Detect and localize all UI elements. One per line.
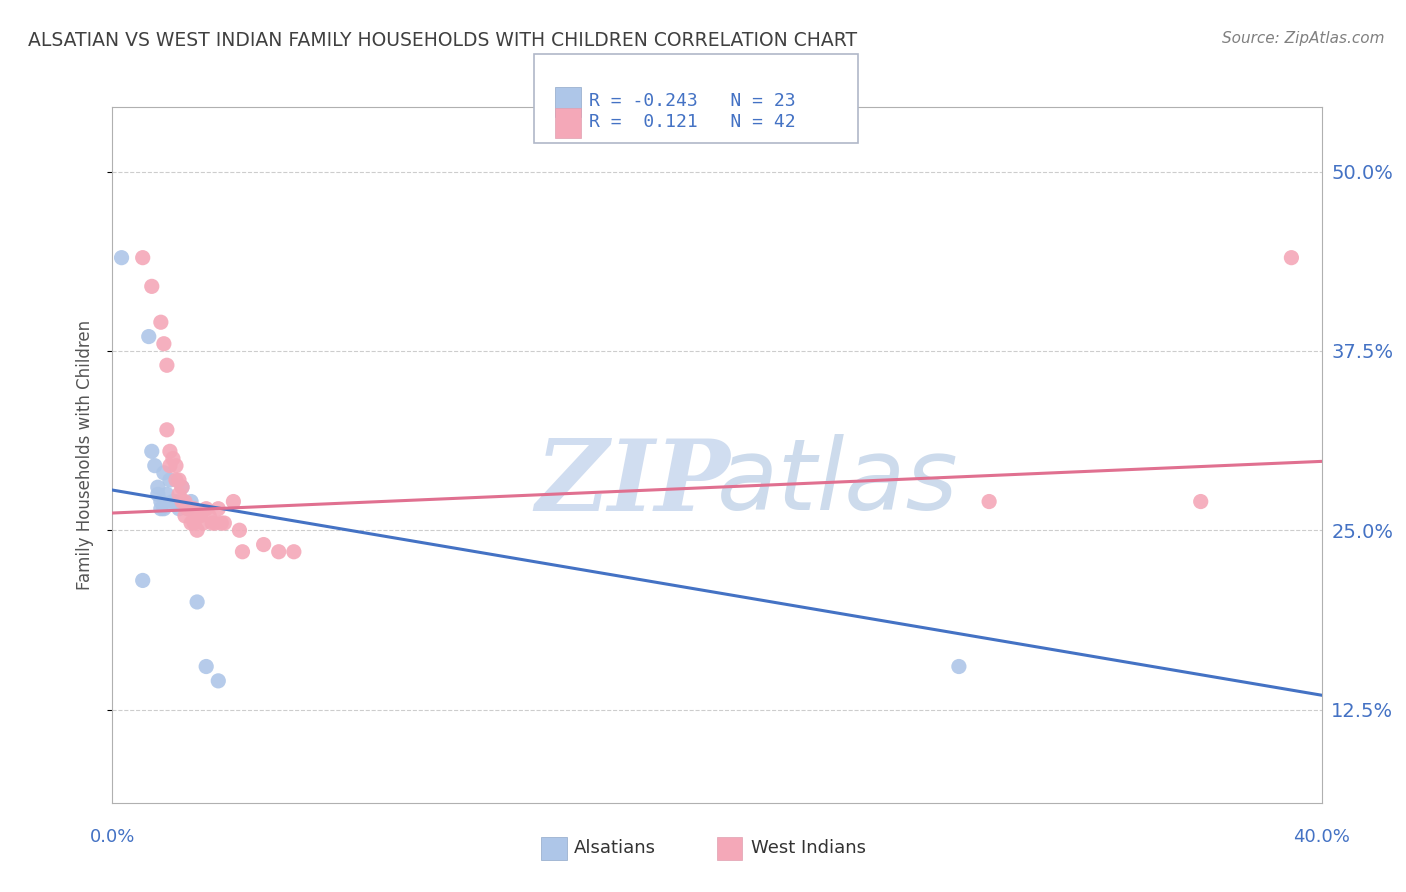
Point	[165, 458, 187, 473]
Point	[186, 508, 208, 523]
Point	[143, 458, 166, 473]
Point	[170, 494, 193, 508]
Point	[198, 508, 221, 523]
Point	[195, 501, 218, 516]
Point	[188, 508, 211, 523]
Point	[177, 501, 200, 516]
Point	[165, 494, 187, 508]
Point	[180, 516, 202, 530]
Point	[153, 466, 176, 480]
Point	[153, 501, 176, 516]
Point	[222, 494, 245, 508]
Text: ZIP: ZIP	[534, 434, 730, 531]
Point	[267, 545, 290, 559]
Text: Alsatians: Alsatians	[574, 839, 655, 857]
Point	[170, 480, 193, 494]
Text: ALSATIAN VS WEST INDIAN FAMILY HOUSEHOLDS WITH CHILDREN CORRELATION CHART: ALSATIAN VS WEST INDIAN FAMILY HOUSEHOLD…	[28, 31, 858, 50]
Text: 0.0%: 0.0%	[90, 828, 135, 846]
Point	[207, 673, 229, 688]
Point	[948, 659, 970, 673]
Point	[183, 516, 205, 530]
Point	[186, 595, 208, 609]
Point	[159, 458, 181, 473]
Point	[162, 494, 184, 508]
Point	[110, 251, 132, 265]
Text: Source: ZipAtlas.com: Source: ZipAtlas.com	[1222, 31, 1385, 46]
Text: 40.0%: 40.0%	[1294, 828, 1350, 846]
Point	[283, 545, 305, 559]
Point	[162, 451, 184, 466]
Point	[146, 487, 169, 501]
Point	[204, 516, 226, 530]
Point	[159, 444, 181, 458]
Point	[195, 659, 218, 673]
Point	[214, 516, 236, 530]
Point	[183, 501, 205, 516]
Point	[228, 523, 250, 537]
Point	[977, 494, 1000, 508]
Point	[191, 516, 214, 530]
Point	[174, 508, 197, 523]
Point	[141, 444, 163, 458]
Point	[1279, 251, 1302, 265]
Text: atlas: atlas	[717, 434, 959, 532]
Point	[253, 538, 276, 552]
Text: R =  0.121   N = 42: R = 0.121 N = 42	[589, 113, 796, 131]
Point	[207, 501, 229, 516]
Point	[1189, 494, 1212, 508]
Point	[146, 480, 169, 494]
Point	[165, 473, 187, 487]
Point	[167, 501, 190, 516]
Point	[186, 523, 208, 537]
Point	[177, 501, 200, 516]
Point	[167, 487, 190, 501]
Text: West Indians: West Indians	[751, 839, 866, 857]
Point	[174, 494, 197, 508]
Point	[156, 487, 179, 501]
Point	[138, 329, 160, 343]
Point	[180, 494, 202, 508]
Point	[180, 501, 202, 516]
Point	[149, 315, 172, 329]
Point	[141, 279, 163, 293]
Point	[149, 501, 172, 516]
Point	[159, 473, 181, 487]
Point	[209, 516, 232, 530]
Y-axis label: Family Households with Children: Family Households with Children	[76, 320, 94, 590]
Point	[167, 473, 190, 487]
Point	[156, 423, 179, 437]
Point	[149, 494, 172, 508]
Point	[132, 251, 155, 265]
Point	[170, 480, 193, 494]
Point	[156, 358, 179, 372]
Point	[201, 516, 224, 530]
Point	[153, 336, 176, 351]
Text: R = -0.243   N = 23: R = -0.243 N = 23	[589, 92, 796, 110]
Point	[231, 545, 253, 559]
Point	[132, 574, 155, 588]
